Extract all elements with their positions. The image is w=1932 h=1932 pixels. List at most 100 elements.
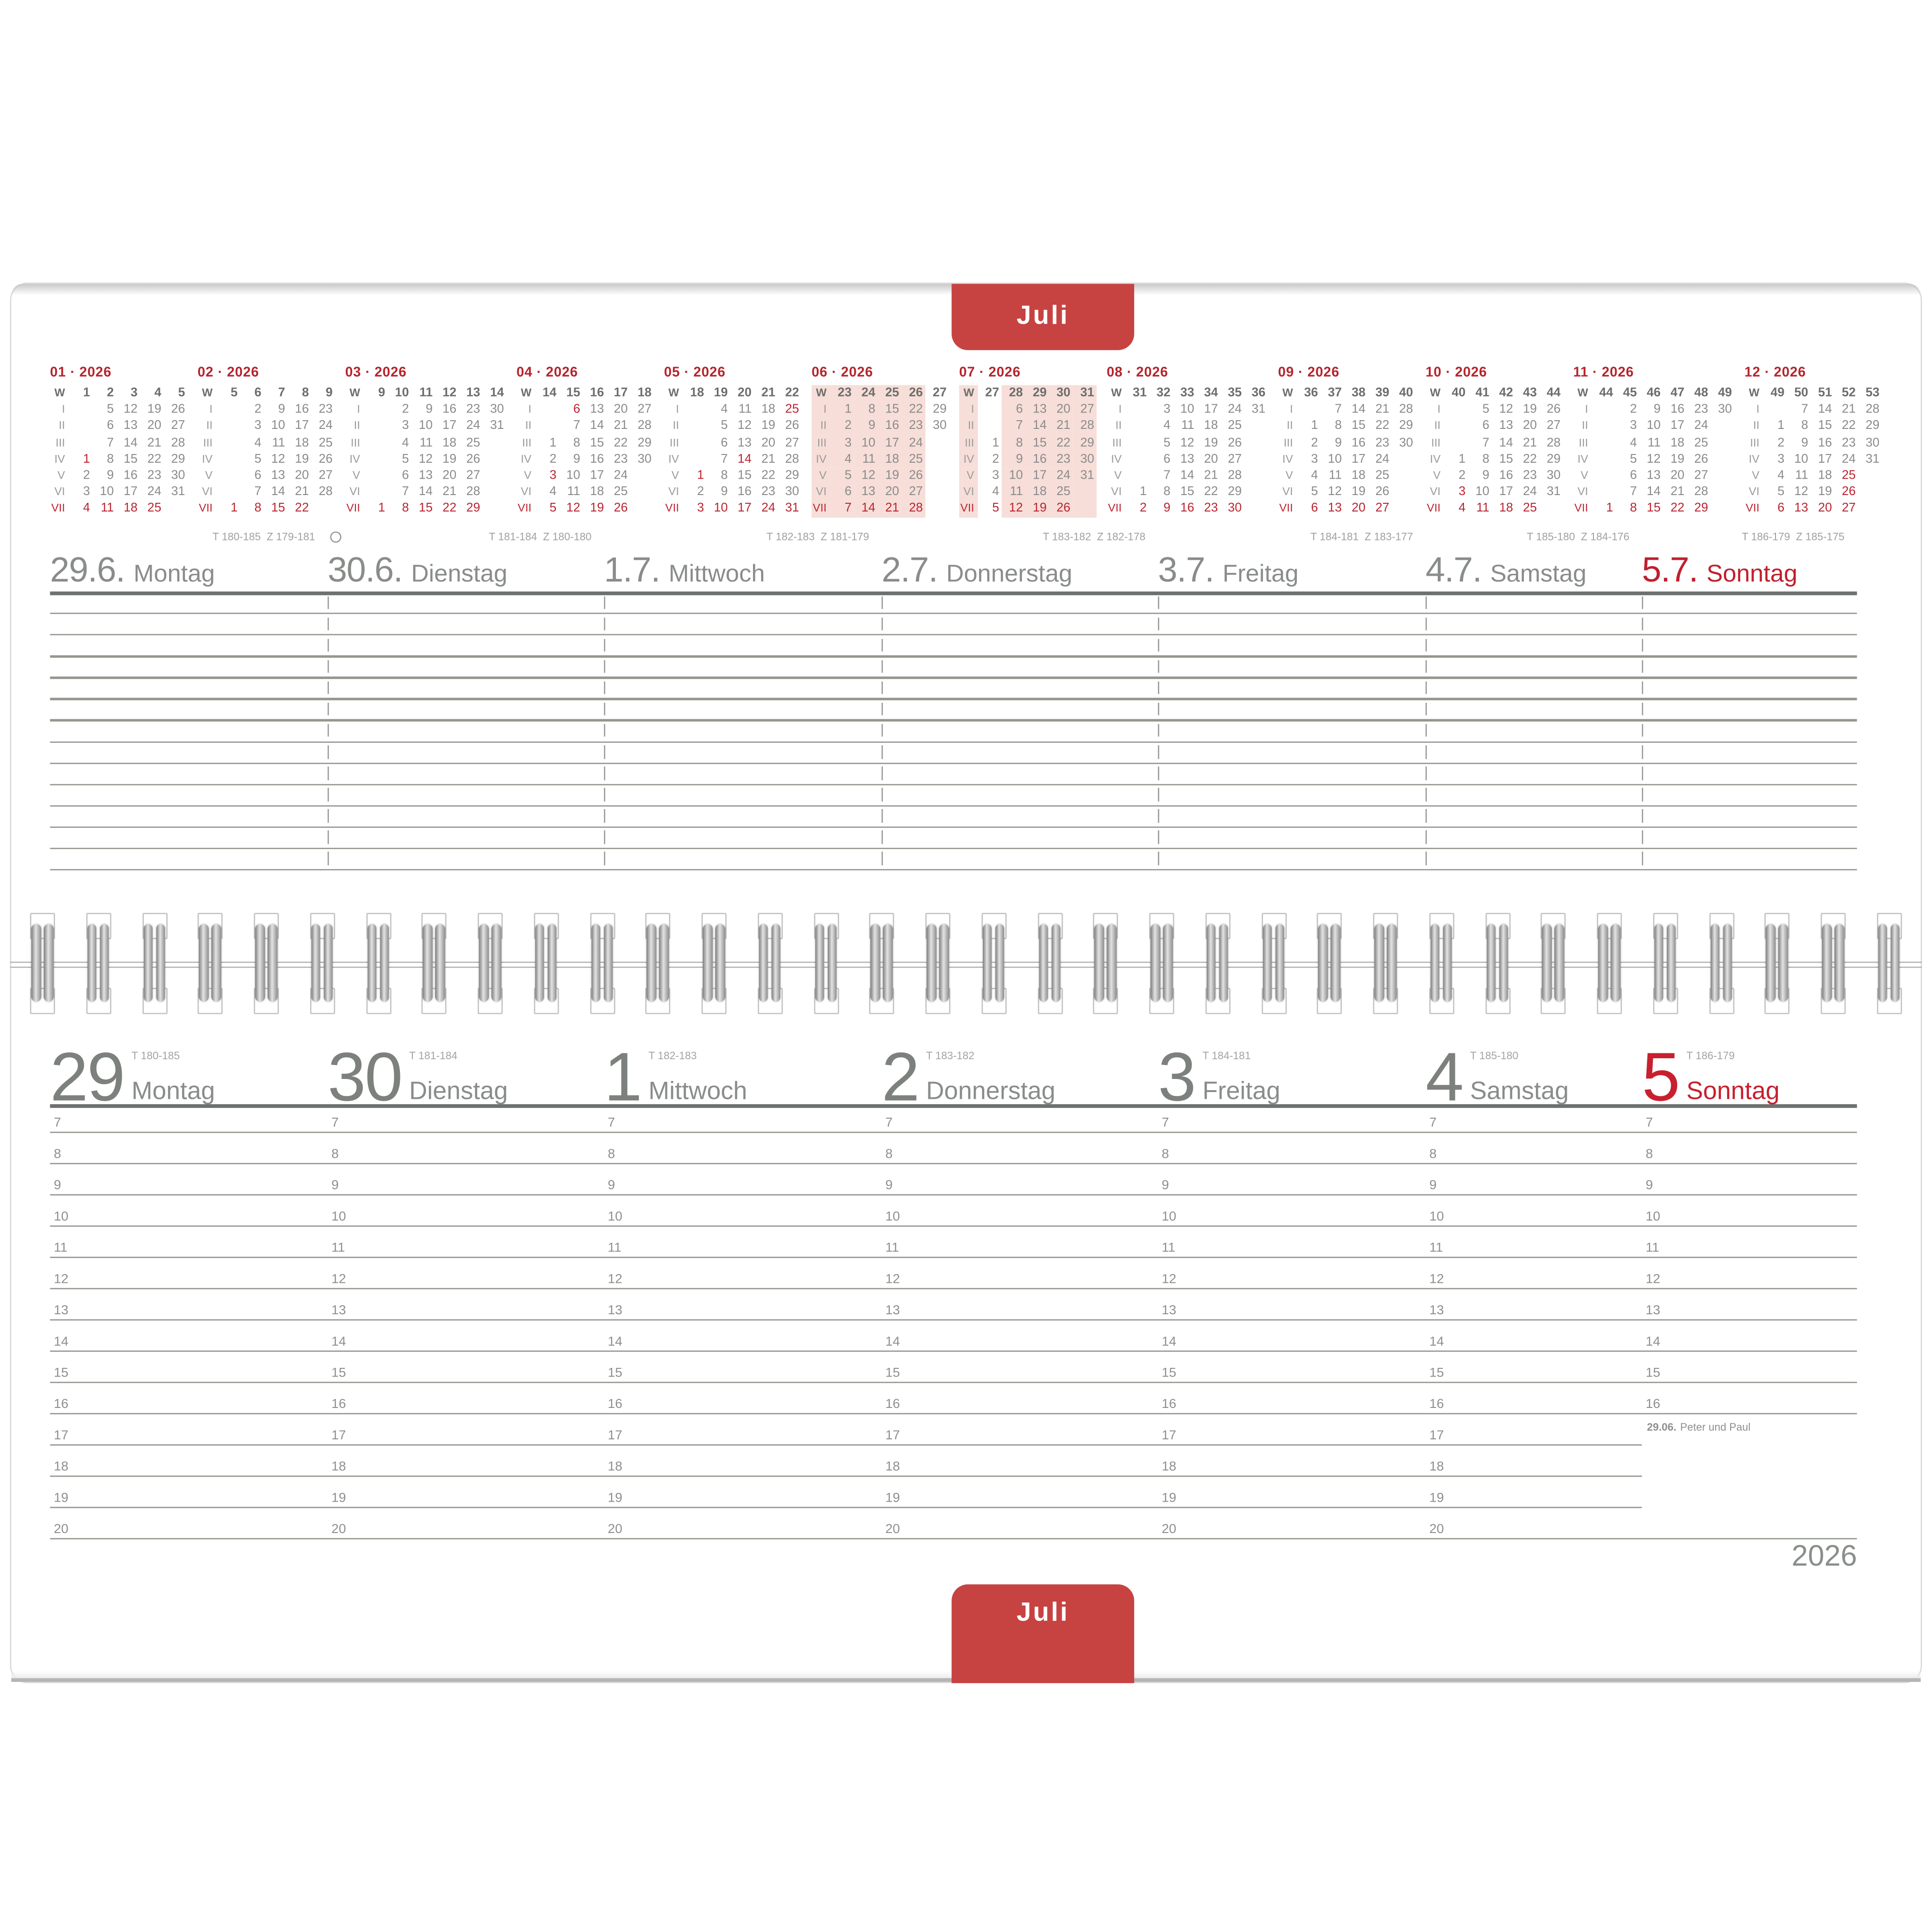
hour-row[interactable]: 11 (1158, 1229, 1425, 1260)
hour-row[interactable]: 18 (50, 1448, 328, 1479)
hour-row[interactable]: 10 (327, 1197, 604, 1229)
hour-row[interactable]: 14 (1158, 1322, 1425, 1354)
hour-row[interactable]: 15 (881, 1354, 1158, 1385)
hour-row[interactable]: 10 (1642, 1197, 1857, 1229)
hour-row[interactable]: 7 (881, 1108, 1158, 1135)
hour-row[interactable]: 10 (50, 1197, 328, 1229)
hour-row[interactable]: 16 (1425, 1385, 1642, 1416)
wire-loop (771, 924, 781, 1002)
hour-row[interactable]: 14 (881, 1322, 1158, 1354)
hour-row[interactable]: 20 (604, 1510, 881, 1541)
hour-row[interactable]: 9 (50, 1166, 328, 1197)
hour-row[interactable]: 9 (604, 1166, 881, 1197)
hour-row[interactable]: 11 (50, 1229, 328, 1260)
hour-row[interactable]: 7 (1642, 1108, 1857, 1135)
hour-row[interactable]: 16 (327, 1385, 604, 1416)
hour-row[interactable]: 17 (1425, 1416, 1642, 1448)
hour-row[interactable]: 8 (1158, 1135, 1425, 1166)
hour-row[interactable]: 9 (1425, 1166, 1642, 1197)
hour-row[interactable]: 19 (881, 1478, 1158, 1510)
hour-row[interactable]: 10 (604, 1197, 881, 1229)
mini-day-cell: 4 (992, 485, 999, 499)
hour-row[interactable]: 9 (1158, 1166, 1425, 1197)
hour-row[interactable]: 16 (50, 1385, 328, 1416)
hour-row[interactable]: 15 (604, 1354, 881, 1385)
hour-row[interactable]: 11 (327, 1229, 604, 1260)
hour-row[interactable]: 10 (1425, 1197, 1642, 1229)
hour-row[interactable]: 13 (881, 1291, 1158, 1322)
hour-row[interactable]: 7 (1158, 1108, 1425, 1135)
hour-row[interactable]: 17 (327, 1416, 604, 1448)
hour-row[interactable]: 12 (1158, 1260, 1425, 1291)
hour-row[interactable]: 18 (327, 1448, 604, 1479)
hour-row[interactable]: 13 (50, 1291, 328, 1322)
hour-row[interactable]: 16 (1642, 1385, 1857, 1416)
hour-row[interactable]: 9 (327, 1166, 604, 1197)
hour-row[interactable]: 17 (881, 1416, 1158, 1448)
hour-row[interactable]: 10 (881, 1197, 1158, 1229)
hour-row[interactable]: 14 (1642, 1322, 1857, 1354)
month-tab-bottom[interactable]: Juli (952, 1584, 1135, 1683)
hour-row[interactable]: 13 (327, 1291, 604, 1322)
hour-row[interactable]: 20 (1425, 1510, 1642, 1541)
hour-row[interactable]: 16 (1158, 1385, 1425, 1416)
hour-row[interactable]: 19 (1158, 1478, 1425, 1510)
hour-row[interactable]: 15 (1642, 1354, 1857, 1385)
hour-row[interactable]: 15 (1425, 1354, 1642, 1385)
hour-row[interactable]: 7 (50, 1108, 328, 1135)
hour-row[interactable]: 8 (50, 1135, 328, 1166)
hour-row[interactable]: 14 (604, 1322, 881, 1354)
hour-row[interactable]: 19 (50, 1478, 328, 1510)
hour-row[interactable]: 17 (604, 1416, 881, 1448)
hour-row[interactable]: 12 (327, 1260, 604, 1291)
hour-row[interactable]: 13 (1158, 1291, 1425, 1322)
hour-row[interactable]: 18 (604, 1448, 881, 1479)
hour-row[interactable]: 7 (327, 1108, 604, 1135)
hour-row[interactable]: 20 (1158, 1510, 1425, 1541)
hour-row[interactable]: 16 (881, 1385, 1158, 1416)
hour-row[interactable]: 14 (327, 1322, 604, 1354)
month-tab-top[interactable]: Juli (952, 284, 1135, 350)
hour-row[interactable]: 17 (50, 1416, 328, 1448)
mini-day-cell: 6 (402, 469, 409, 483)
hour-row[interactable]: 8 (327, 1135, 604, 1166)
mini-day-cell: 27 (1375, 501, 1390, 516)
hour-row[interactable]: 18 (881, 1448, 1158, 1479)
hour-row[interactable]: 12 (50, 1260, 328, 1291)
hour-row[interactable]: 15 (327, 1354, 604, 1385)
hour-row[interactable]: 15 (1158, 1354, 1425, 1385)
hour-row[interactable]: 20 (327, 1510, 604, 1541)
hour-row[interactable]: 7 (1425, 1108, 1642, 1135)
hour-row[interactable]: 18 (1425, 1448, 1642, 1479)
hour-row[interactable]: 19 (604, 1478, 881, 1510)
hour-row[interactable]: 20 (881, 1510, 1158, 1541)
hour-row[interactable]: 16 (604, 1385, 881, 1416)
hour-row[interactable]: 8 (604, 1135, 881, 1166)
hour-row[interactable]: 12 (881, 1260, 1158, 1291)
hour-row[interactable]: 18 (1158, 1448, 1425, 1479)
hour-row[interactable]: 9 (881, 1166, 1158, 1197)
hour-row[interactable]: 9 (1642, 1166, 1857, 1197)
hour-row[interactable]: 10 (1158, 1197, 1425, 1229)
hour-row[interactable]: 11 (881, 1229, 1158, 1260)
hour-row[interactable]: 11 (604, 1229, 881, 1260)
hour-row[interactable]: 17 (1158, 1416, 1425, 1448)
hour-row[interactable]: 19 (1425, 1478, 1642, 1510)
hour-row[interactable]: 7 (604, 1108, 881, 1135)
hour-row[interactable]: 12 (1642, 1260, 1857, 1291)
hour-row[interactable]: 8 (1642, 1135, 1857, 1166)
hour-row[interactable]: 13 (1642, 1291, 1857, 1322)
hour-row[interactable]: 20 (50, 1510, 328, 1541)
hour-row[interactable]: 13 (604, 1291, 881, 1322)
hour-row[interactable]: 11 (1642, 1229, 1857, 1260)
hour-row[interactable]: 8 (1425, 1135, 1642, 1166)
hour-row[interactable]: 14 (1425, 1322, 1642, 1354)
hour-row[interactable]: 11 (1425, 1229, 1642, 1260)
hour-row[interactable]: 12 (1425, 1260, 1642, 1291)
hour-row[interactable]: 19 (327, 1478, 604, 1510)
hour-row[interactable]: 15 (50, 1354, 328, 1385)
hour-row[interactable]: 14 (50, 1322, 328, 1354)
hour-row[interactable]: 12 (604, 1260, 881, 1291)
hour-row[interactable]: 13 (1425, 1291, 1642, 1322)
hour-row[interactable]: 8 (881, 1135, 1158, 1166)
